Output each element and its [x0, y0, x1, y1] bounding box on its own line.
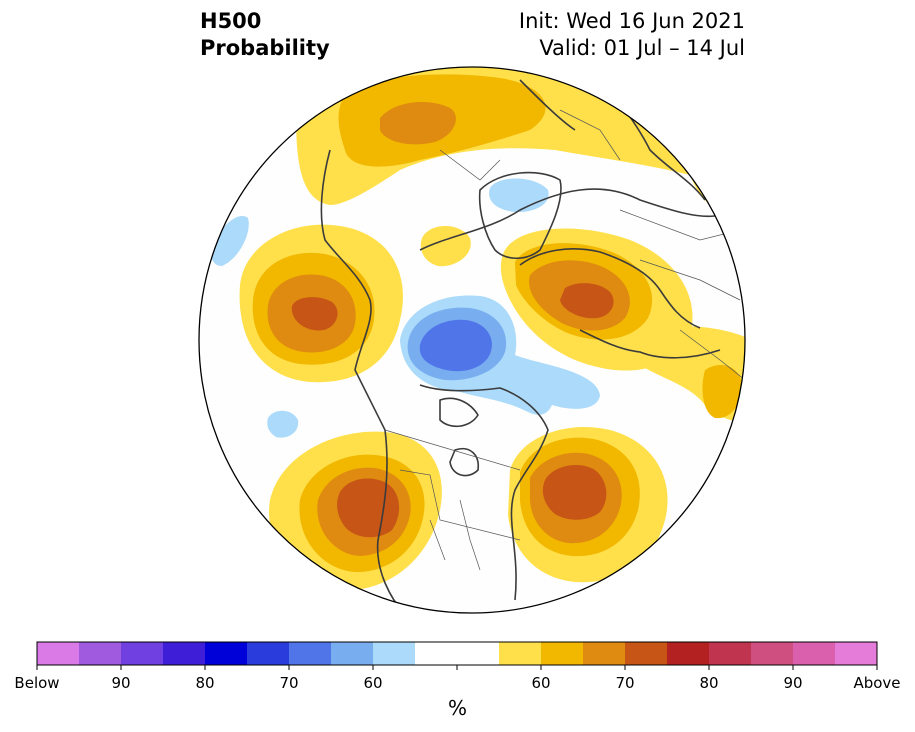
colorbar-cell — [121, 642, 164, 665]
colorbar-cell — [709, 642, 752, 665]
polar-map — [198, 66, 746, 614]
colorbar-tick-label: 80 — [195, 674, 214, 692]
central-pacific-blue-patch — [267, 410, 299, 438]
coastlines — [320, 79, 721, 613]
arctic-canada-trough-shading — [400, 295, 600, 415]
colorbar-cell — [163, 642, 206, 665]
map-boundary — [198, 66, 746, 614]
central-asia-orange-core — [702, 365, 742, 419]
forecast-info-block: Init: Wed 16 Jun 2021 Valid: 01 Jul – 14… — [519, 8, 745, 62]
colorbar-cell — [667, 642, 710, 665]
north-atlantic-ridge-shading — [508, 426, 668, 583]
colorbar-cell — [331, 642, 374, 665]
colorbar-below-label: Below — [14, 674, 59, 692]
colorbar-tick-label: 90 — [783, 674, 802, 692]
colorbar-tick-label: 90 — [111, 674, 130, 692]
northern-europe-ridge-shading — [500, 228, 693, 371]
variable-title: H500 — [200, 9, 262, 33]
colorbar-tick-label: 60 — [531, 674, 550, 692]
colorbar-tick-label: 70 — [279, 674, 298, 692]
colorbar-cell — [457, 642, 500, 665]
western-north-america-ridge-shading — [269, 431, 442, 591]
colorbar-cell — [541, 642, 584, 665]
colorbar-cell — [793, 642, 836, 665]
colorbar-cell — [583, 642, 626, 665]
colorbar-cell — [37, 642, 80, 665]
colorbar-tick-label: 80 — [699, 674, 718, 692]
colorbar-tick-label: 60 — [363, 674, 382, 692]
colorbar-cell — [499, 642, 542, 665]
colorbar-cell — [247, 642, 290, 665]
map-field — [199, 67, 745, 613]
north-pacific-blue-patch — [211, 216, 249, 266]
colorbar-cells — [37, 642, 878, 665]
colorbar-cell — [289, 642, 332, 665]
colorbar-cell — [625, 642, 668, 665]
valid-range: Valid: 01 Jul – 14 Jul — [539, 36, 745, 60]
eastern-pacific-ridge-shading — [239, 224, 403, 383]
colorbar-cell — [751, 642, 794, 665]
product-title: Probability — [200, 36, 330, 60]
colorbar-tick-labels: 90 80 70 60 60 70 80 90 — [111, 674, 802, 692]
colorbar-cell — [415, 642, 458, 665]
colorbar: Below Above 90 80 70 60 60 70 80 90 — [14, 641, 901, 692]
init-date: Init: Wed 16 Jun 2021 — [518, 9, 745, 33]
map-title-block: H500 Probability — [200, 8, 330, 62]
colorbar-tick-label: 70 — [615, 674, 634, 692]
colorbar-unit-label: % — [447, 696, 467, 720]
colorbar-ticks — [36, 665, 878, 670]
colorbar-cell — [79, 642, 122, 665]
colorbar-cell — [835, 642, 878, 665]
colorbar-cell — [205, 642, 248, 665]
colorbar-above-label: Above — [853, 674, 900, 692]
political-borders — [384, 109, 745, 571]
colorbar-cell — [373, 642, 416, 665]
